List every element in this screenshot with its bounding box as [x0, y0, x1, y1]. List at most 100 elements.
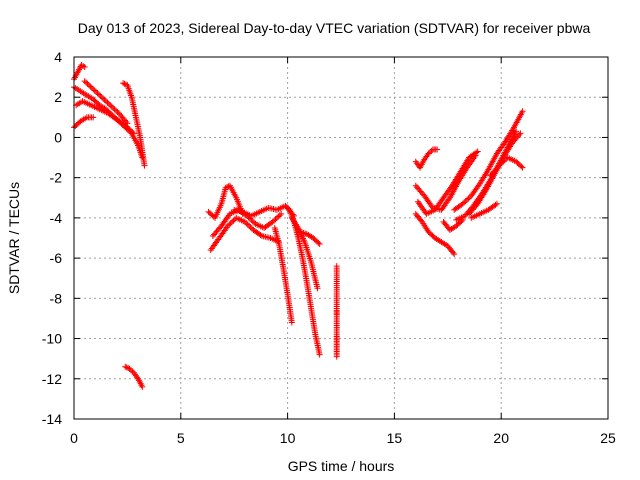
data-point [492, 201, 499, 208]
data-point [110, 104, 117, 111]
data-point [97, 92, 104, 99]
data-point [103, 98, 110, 105]
data-point [496, 162, 503, 169]
series-track-24 [468, 200, 500, 221]
series-track-15 [297, 228, 323, 248]
x-tick-label: 10 [280, 430, 296, 446]
data-point [226, 221, 233, 228]
data-point [227, 220, 234, 227]
data-point [493, 200, 500, 207]
x-axis-label: GPS time / hours [288, 458, 395, 474]
data-point [473, 149, 480, 156]
data-point [129, 129, 136, 136]
data-point [108, 103, 115, 110]
data-point [125, 125, 132, 132]
data-point [272, 216, 279, 223]
data-point [94, 90, 101, 97]
data-point [126, 126, 133, 133]
data-point [273, 214, 280, 221]
data-point [120, 80, 127, 87]
data-point [104, 99, 111, 106]
data-point [90, 86, 97, 93]
data-point [314, 285, 321, 292]
x-tick-label: 5 [177, 430, 185, 446]
data-point [501, 157, 508, 164]
axis-ticks: 0 5 10 15 20 25 -14 -12 -10 -8 -6 -4 -2 0 2 4 [42, 49, 616, 446]
data-point [123, 364, 130, 371]
data-point [113, 107, 120, 114]
data-point [95, 91, 102, 98]
data-point [462, 198, 469, 205]
x-tick-label: 15 [387, 430, 403, 446]
data-point [241, 218, 248, 225]
data-point [451, 251, 458, 258]
data-point [141, 162, 148, 169]
series-track-07 [122, 363, 146, 390]
y-tick-label: -2 [50, 170, 63, 186]
series-track-25 [487, 154, 526, 179]
x-tick-label: 20 [493, 430, 509, 446]
data-point [458, 218, 465, 225]
y-tick-label: 0 [54, 129, 62, 145]
series-track-05 [81, 78, 131, 127]
data-point [246, 222, 253, 229]
series-track-18 [412, 210, 458, 258]
data-point [427, 149, 433, 156]
data-point [494, 164, 501, 171]
plot-frame [73, 56, 609, 420]
data-point [247, 224, 254, 231]
data-point [316, 351, 323, 358]
y-axis-label: SDTVAR / TECUs [6, 182, 22, 294]
data-point [249, 218, 256, 225]
data-point [275, 213, 282, 220]
data-point [123, 123, 130, 130]
series-track-09 [207, 214, 283, 254]
series-track-16 [333, 263, 340, 360]
data-point [243, 220, 250, 227]
series-track-12 [271, 224, 295, 326]
grid-lines [74, 57, 608, 419]
data-point [100, 95, 107, 102]
data-point [473, 202, 480, 209]
x-tick-label: 25 [600, 430, 616, 446]
data-point [111, 106, 118, 113]
data-point [497, 161, 504, 168]
data-point [459, 200, 466, 207]
data-point [333, 353, 340, 360]
series-track-26 [440, 216, 466, 233]
data-point [315, 239, 322, 246]
data-point [519, 108, 526, 115]
series-track-17 [412, 146, 441, 171]
data-point [114, 108, 121, 115]
data-point [81, 78, 88, 85]
data-point [229, 218, 236, 225]
data-point [127, 367, 134, 374]
data-point [316, 241, 323, 248]
data-point [518, 163, 525, 170]
y-tick-label: -4 [50, 210, 63, 226]
data-point [127, 127, 134, 134]
data-point [224, 222, 231, 229]
data-point [271, 217, 278, 224]
data-point [278, 210, 285, 217]
data-point [517, 130, 524, 137]
data-point [85, 82, 92, 89]
chart-title: Day 013 of 2023, Sidereal Day-to-day VTE… [78, 20, 591, 36]
data-points [71, 62, 526, 390]
data-point [434, 146, 441, 153]
y-tick-label: -12 [42, 371, 62, 387]
data-point [282, 202, 289, 209]
data-point [450, 249, 457, 256]
data-point [418, 217, 425, 224]
data-point [513, 128, 520, 135]
data-point [98, 94, 105, 101]
series-track-03 [71, 114, 97, 131]
data-point [83, 79, 90, 86]
data-point [251, 219, 258, 226]
series-track-14 [288, 214, 321, 292]
x-tick-label: 0 [70, 430, 78, 446]
data-point [122, 363, 129, 370]
y-tick-label: -10 [42, 331, 62, 347]
data-point [91, 87, 98, 94]
